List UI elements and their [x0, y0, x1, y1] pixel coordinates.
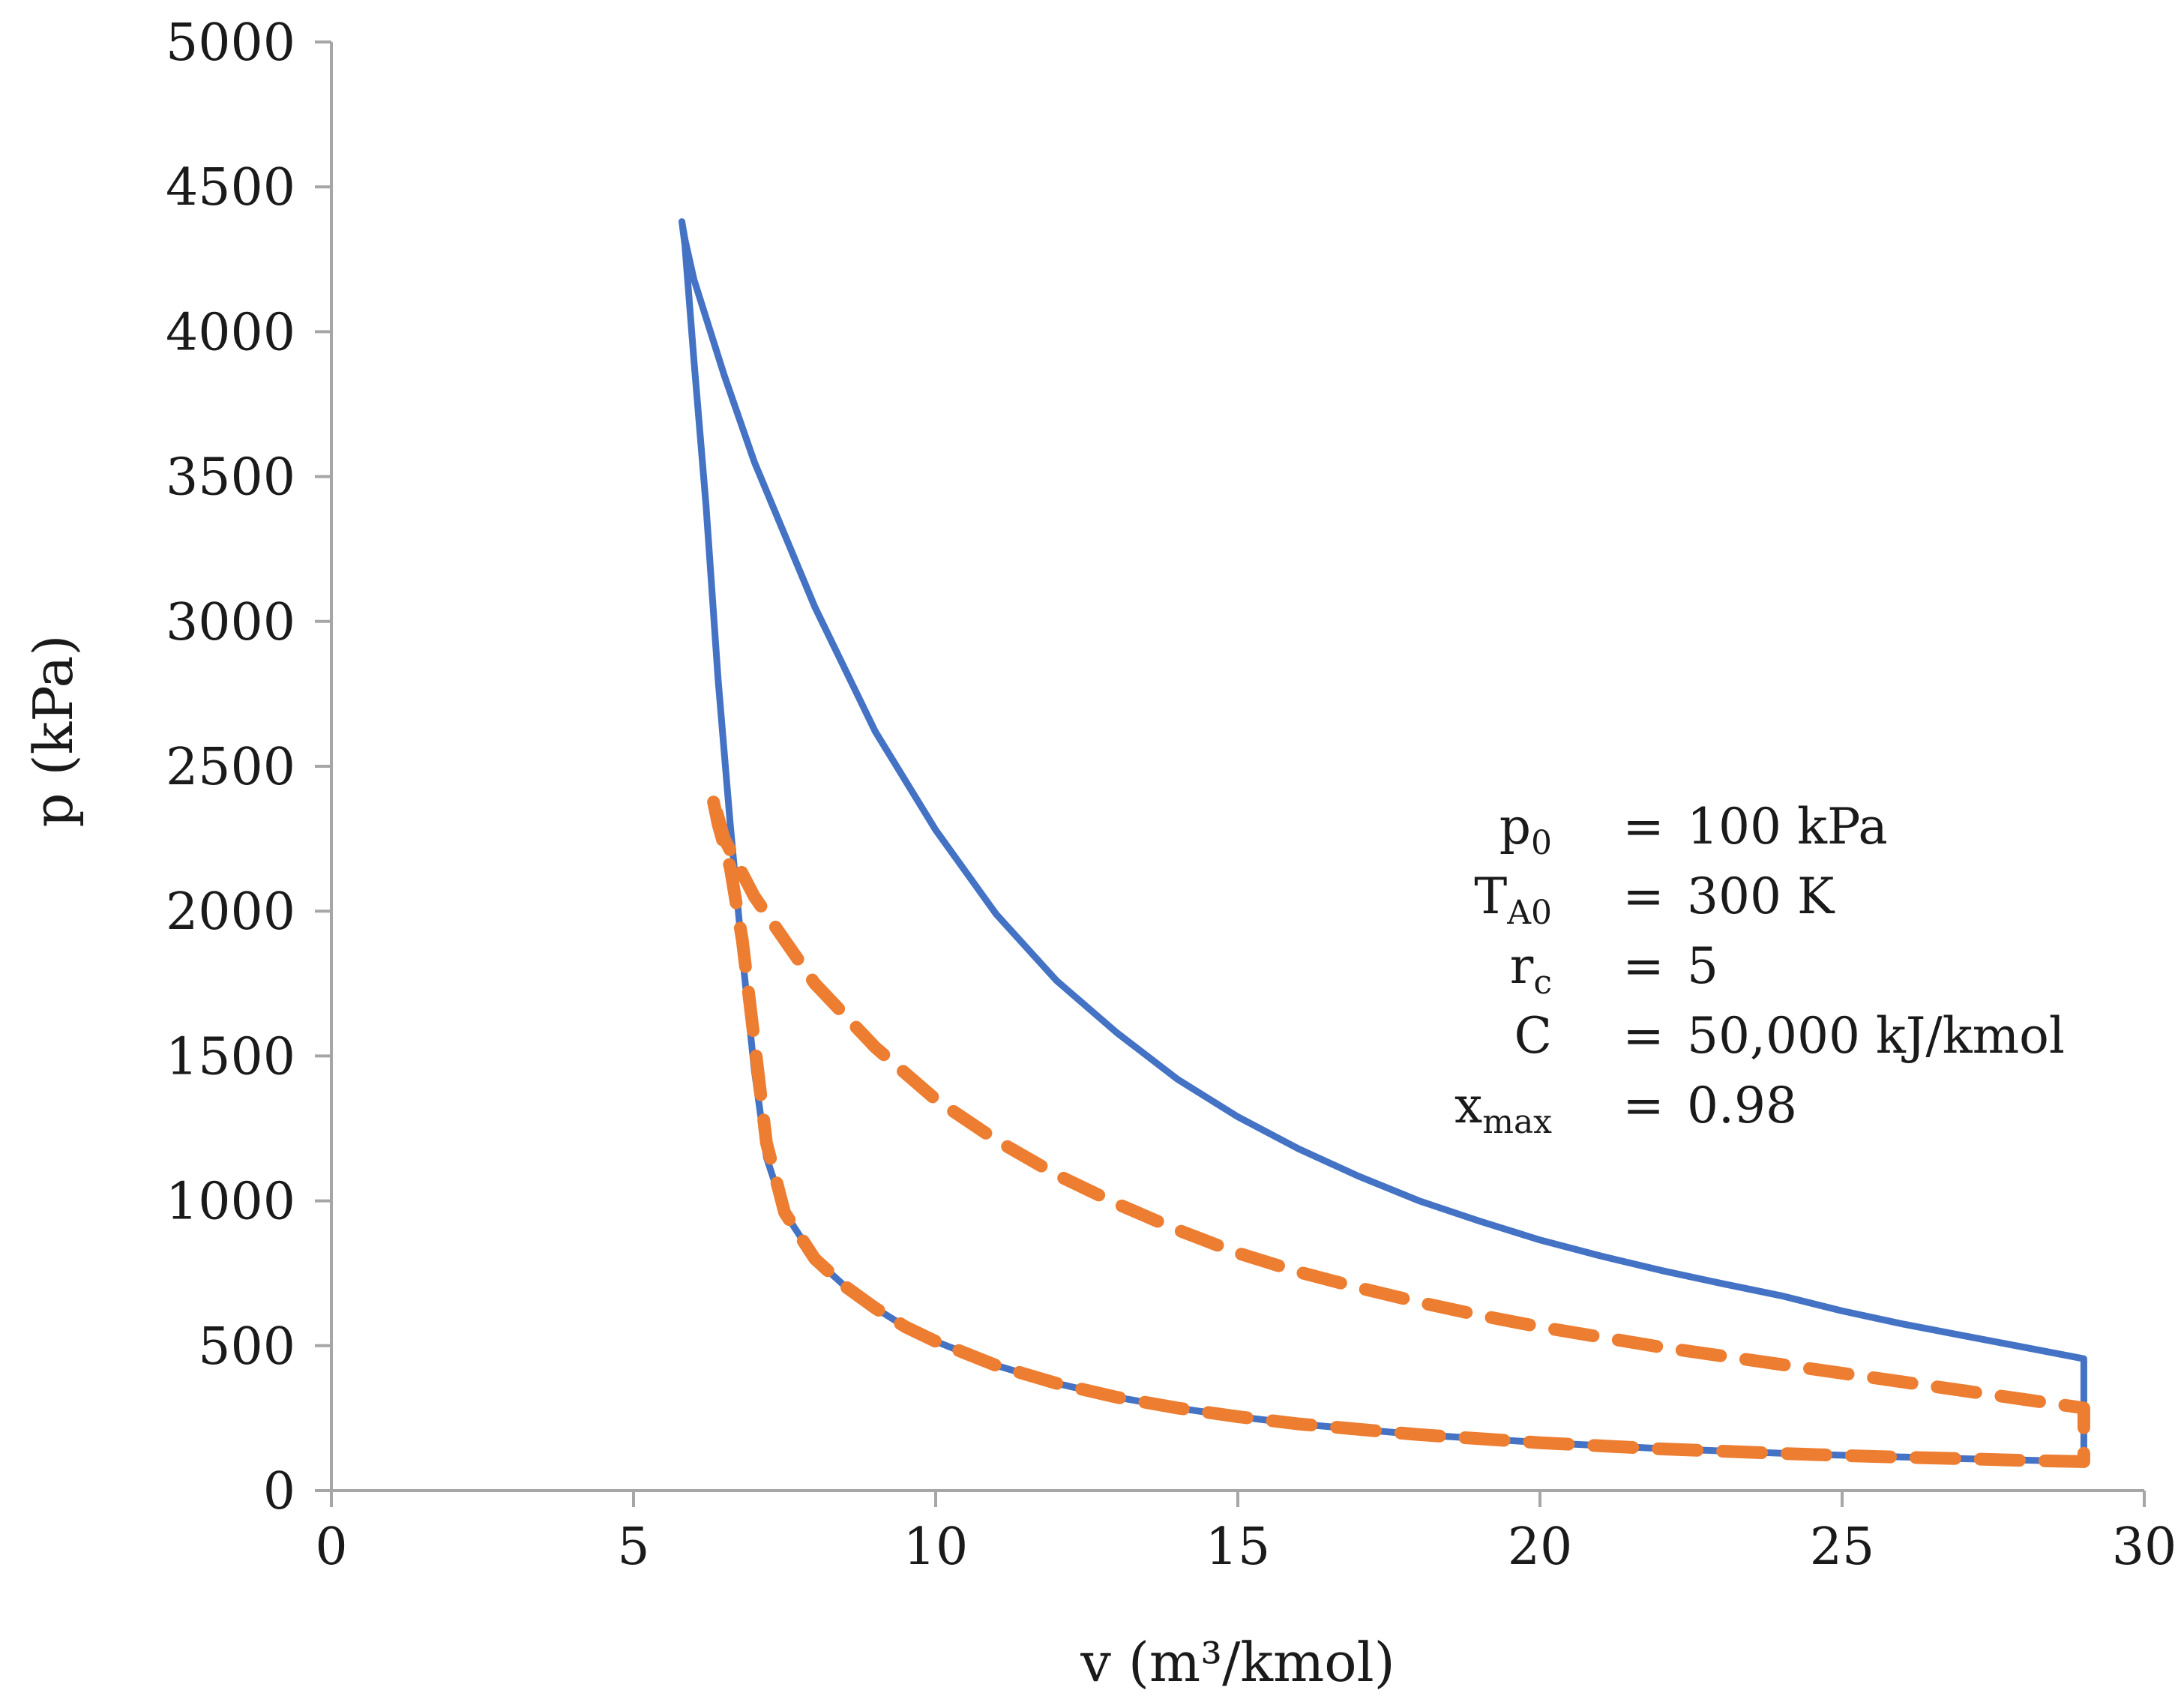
- annotation-equals: =: [1622, 1077, 1664, 1134]
- y-axis-title: p (kPa): [22, 635, 85, 828]
- x-tick-label: 25: [1810, 1518, 1875, 1577]
- y-tick-label: 3500: [166, 448, 295, 508]
- annotation-equals: =: [1622, 798, 1664, 855]
- x-tick-label: 20: [1508, 1518, 1573, 1577]
- y-tick-label: 1000: [166, 1173, 295, 1232]
- x-axis-title: v (m³/kmol): [1080, 1631, 1395, 1694]
- x-tick-label: 10: [903, 1518, 969, 1577]
- annotation-symbol: xmax: [1455, 1077, 1552, 1141]
- annotation-value: 300 K: [1687, 867, 1835, 925]
- y-tick-label: 4000: [166, 303, 295, 362]
- y-tick-label: 4500: [166, 158, 295, 217]
- annotation-value: 0.98: [1687, 1077, 1797, 1134]
- y-tick-label: 5000: [166, 13, 295, 73]
- y-tick-label: 0: [263, 1462, 295, 1521]
- annotation-equals: =: [1622, 1007, 1664, 1065]
- y-tick-label: 2500: [166, 738, 295, 797]
- annotation-equals: =: [1622, 937, 1664, 995]
- x-tick-label: 30: [2112, 1518, 2177, 1577]
- y-tick-label: 1500: [166, 1027, 295, 1086]
- series-cycle-2: [706, 789, 2090, 1468]
- y-tick-label: 500: [198, 1317, 295, 1377]
- annotation-symbol: rc: [1510, 937, 1552, 1002]
- x-tick-label: 5: [617, 1518, 649, 1577]
- x-tick-label: 15: [1206, 1518, 1271, 1577]
- annotation-symbol: C: [1514, 1007, 1553, 1065]
- x-tick-label: 0: [315, 1518, 347, 1577]
- annotation-value: 5: [1687, 937, 1718, 995]
- y-tick-label: 3000: [166, 593, 295, 652]
- series-layer: [679, 218, 2090, 1468]
- axes: [330, 42, 2144, 1492]
- annotation-value: 50,000 kJ/kmol: [1687, 1007, 2065, 1065]
- y-tick-label: 2000: [166, 882, 295, 942]
- annotation-symbol: p0: [1499, 798, 1552, 862]
- parameter-annotation: p0 = 100 kPa TA0 = 300 K rc = 5 C = 50,0…: [1455, 798, 2065, 1141]
- y-axis-ticks: 0 500 1000 1500 2000 2500 3000 3500 4000 4500 5000: [166, 13, 331, 1521]
- annotation-equals: =: [1622, 867, 1664, 925]
- x-axis-ticks: 0 5 10 15 20 25 30: [315, 1491, 2177, 1577]
- annotation-value: 100 kPa: [1687, 798, 1888, 855]
- annotation-symbol: TA0: [1474, 867, 1552, 932]
